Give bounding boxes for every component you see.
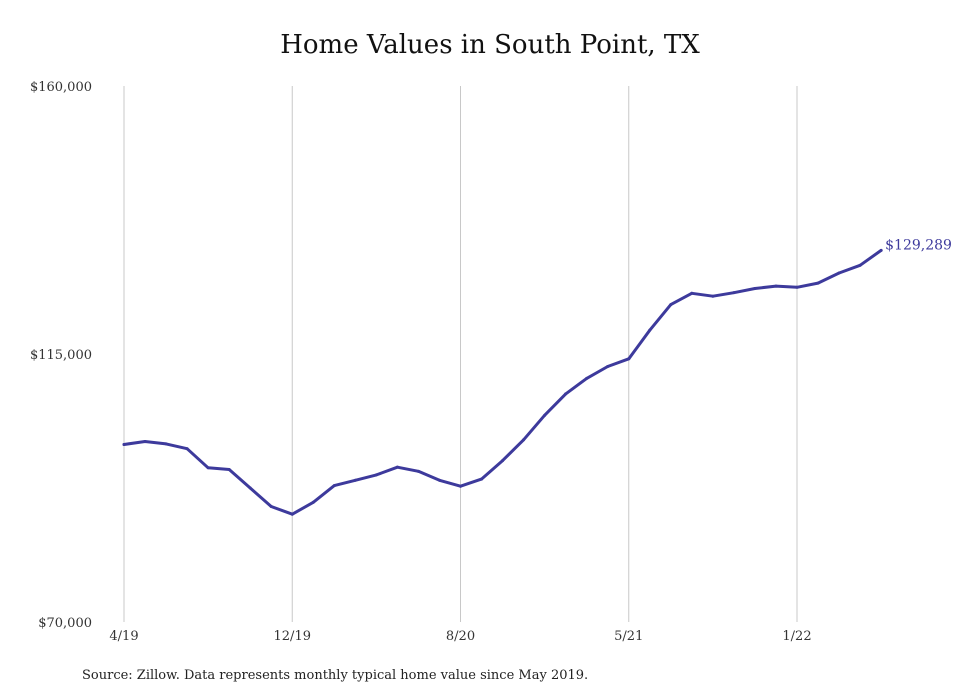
data-point [627, 357, 631, 361]
data-point [669, 303, 673, 307]
data-point [395, 465, 399, 469]
data-point [459, 484, 462, 488]
data-point [480, 477, 484, 481]
data-point [648, 328, 652, 332]
data-point [501, 459, 505, 463]
end-value-label: $129,289 [885, 237, 952, 253]
data-point [816, 281, 820, 285]
data-point [732, 291, 736, 295]
data-point [206, 466, 210, 470]
data-point [774, 284, 778, 288]
series-layer: $129,289 [122, 237, 952, 516]
gridlines [123, 86, 798, 622]
x-tick-label: 12/19 [274, 629, 311, 644]
data-point [858, 263, 862, 267]
x-tick-label: 8/20 [446, 629, 475, 644]
data-point [248, 486, 252, 490]
data-point [543, 413, 547, 417]
y-tick-label: $160,000 [30, 80, 92, 95]
data-point [311, 500, 315, 504]
data-point [164, 442, 168, 446]
data-point [753, 286, 757, 290]
data-point [690, 291, 694, 295]
data-point [606, 365, 610, 369]
data-point [522, 438, 526, 442]
x-tick-label: 4/19 [109, 629, 138, 644]
x-tick-label: 5/21 [614, 629, 643, 644]
y-axis-tick-labels: $70,000 $115,000 $160,000 [30, 80, 92, 631]
data-point [437, 478, 441, 482]
data-point [416, 469, 420, 473]
data-point [374, 473, 378, 477]
chart-title: Home Values in South Point, TX [280, 30, 700, 60]
data-point [879, 248, 883, 252]
x-axis-tick-labels: 4/19 12/19 8/20 5/21 1/22 [109, 629, 811, 644]
source-note: Source: Zillow. Data represents monthly … [82, 668, 589, 683]
data-point [269, 504, 273, 508]
data-point [353, 478, 357, 482]
data-point [711, 294, 715, 298]
data-point [585, 376, 589, 380]
data-point [185, 447, 189, 451]
y-tick-label: $70,000 [38, 616, 92, 631]
y-tick-label: $115,000 [30, 348, 92, 363]
data-point [564, 392, 568, 396]
data-point [122, 443, 126, 447]
data-point [227, 468, 231, 472]
x-tick-label: 1/22 [782, 629, 811, 644]
data-point [795, 285, 799, 289]
series-line [122, 248, 883, 516]
data-point [332, 484, 336, 488]
data-point [290, 512, 294, 516]
data-point [143, 440, 147, 444]
data-point [837, 271, 841, 275]
